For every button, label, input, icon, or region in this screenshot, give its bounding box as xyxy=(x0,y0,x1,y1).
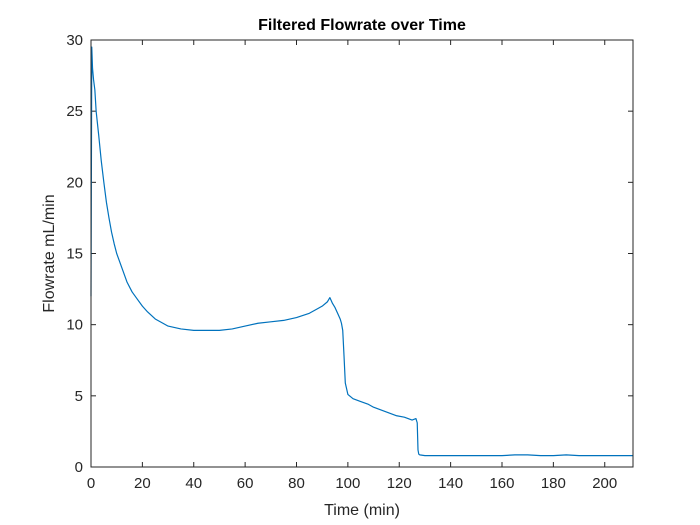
series-layer xyxy=(90,46,633,457)
y-axis-label: Flowrate mL/min xyxy=(41,194,58,312)
x-tick-label: 80 xyxy=(288,475,305,492)
plot-frame xyxy=(90,39,634,468)
x-tick-label: 60 xyxy=(237,475,254,492)
x-tick-label: 0 xyxy=(87,475,95,492)
y-tick-label: 10 xyxy=(66,317,83,334)
x-tick-label: 20 xyxy=(134,475,151,492)
y-tick-label: 0 xyxy=(75,459,83,476)
plot-area xyxy=(91,40,633,467)
y-tick-label: 25 xyxy=(66,103,83,120)
y-axis-ticks: 0 5 10 15 20 25 30 xyxy=(66,32,633,476)
y-tick-label: 5 xyxy=(75,388,83,405)
x-tick-label: 140 xyxy=(438,475,463,492)
chart-title: Filtered Flowrate over Time xyxy=(258,17,466,34)
x-tick-label: 200 xyxy=(592,475,617,492)
y-tick-label: 15 xyxy=(66,246,83,263)
x-tick-label: 160 xyxy=(489,475,514,492)
series-line xyxy=(90,46,633,457)
x-tick-label: 120 xyxy=(387,475,412,492)
x-axis-label: Time (min) xyxy=(324,502,400,519)
x-tick-label: 40 xyxy=(185,475,202,492)
x-tick-label: 100 xyxy=(335,475,360,492)
y-tick-label: 20 xyxy=(66,174,83,191)
x-axis-ticks: 0 20 40 60 80 100 120 140 160 180 200 xyxy=(87,40,617,492)
y-tick-label: 30 xyxy=(66,32,83,49)
x-tick-label: 180 xyxy=(541,475,566,492)
